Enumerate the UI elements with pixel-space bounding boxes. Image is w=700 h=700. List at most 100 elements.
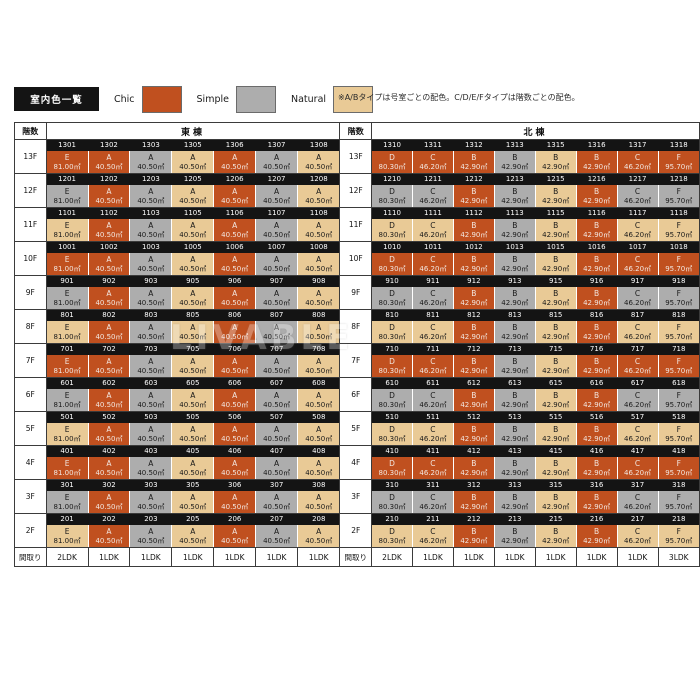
unit-cell[interactable]: F 95.70㎡: [658, 525, 699, 548]
unit-cell[interactable]: B 42.90㎡: [576, 423, 618, 446]
unit-cell[interactable]: D 80.30㎡: [371, 389, 413, 412]
unit-cell[interactable]: B 42.90㎡: [535, 151, 577, 174]
unit-cell[interactable]: C 46.20㎡: [412, 525, 454, 548]
unit-cell[interactable]: A 40.50㎡: [88, 355, 131, 378]
unit-cell[interactable]: E 81.00㎡: [46, 457, 89, 480]
unit-cell[interactable]: E 81.00㎡: [46, 287, 89, 310]
unit-cell[interactable]: A 40.50㎡: [213, 321, 257, 344]
unit-cell[interactable]: B 42.90㎡: [494, 321, 536, 344]
unit-cell[interactable]: B 42.90㎡: [453, 287, 495, 310]
unit-cell[interactable]: A 40.50㎡: [255, 525, 299, 548]
unit-cell[interactable]: B 42.90㎡: [494, 355, 536, 378]
unit-cell[interactable]: B 42.90㎡: [453, 423, 495, 446]
unit-cell[interactable]: A 40.50㎡: [129, 321, 173, 344]
unit-cell[interactable]: E 81.00㎡: [46, 423, 89, 446]
unit-cell[interactable]: B 42.90㎡: [535, 185, 577, 208]
unit-cell[interactable]: A 40.50㎡: [213, 389, 257, 412]
unit-cell[interactable]: A 40.50㎡: [171, 287, 215, 310]
unit-cell[interactable]: B 42.90㎡: [576, 253, 618, 276]
unit-cell[interactable]: B 42.90㎡: [453, 525, 495, 548]
unit-cell[interactable]: A 40.50㎡: [255, 321, 299, 344]
unit-cell[interactable]: A 40.50㎡: [129, 525, 173, 548]
unit-cell[interactable]: E 81.00㎡: [46, 151, 89, 174]
unit-cell[interactable]: F 95.70㎡: [658, 423, 699, 446]
unit-cell[interactable]: F 95.70㎡: [658, 151, 699, 174]
unit-cell[interactable]: D 80.30㎡: [371, 219, 413, 242]
unit-cell[interactable]: E 81.00㎡: [46, 389, 89, 412]
unit-cell[interactable]: B 42.90㎡: [535, 389, 577, 412]
unit-cell[interactable]: B 42.90㎡: [576, 287, 618, 310]
unit-cell[interactable]: A 40.50㎡: [171, 491, 215, 514]
unit-cell[interactable]: D 80.30㎡: [371, 321, 413, 344]
unit-cell[interactable]: F 95.70㎡: [658, 321, 699, 344]
unit-cell[interactable]: A 40.50㎡: [255, 185, 299, 208]
unit-cell[interactable]: A 40.50㎡: [213, 423, 257, 446]
unit-cell[interactable]: A 40.50㎡: [297, 185, 340, 208]
unit-cell[interactable]: A 40.50㎡: [297, 253, 340, 276]
unit-cell[interactable]: F 95.70㎡: [658, 287, 699, 310]
unit-cell[interactable]: C 46.20㎡: [412, 287, 454, 310]
unit-cell[interactable]: A 40.50㎡: [213, 491, 257, 514]
unit-cell[interactable]: A 40.50㎡: [297, 355, 340, 378]
unit-cell[interactable]: B 42.90㎡: [535, 457, 577, 480]
unit-cell[interactable]: A 40.50㎡: [297, 389, 340, 412]
unit-cell[interactable]: F 95.70㎡: [658, 491, 699, 514]
unit-cell[interactable]: E 81.00㎡: [46, 253, 89, 276]
unit-cell[interactable]: B 42.90㎡: [576, 219, 618, 242]
unit-cell[interactable]: A 40.50㎡: [88, 389, 131, 412]
unit-cell[interactable]: C 46.20㎡: [412, 219, 454, 242]
unit-cell[interactable]: B 42.90㎡: [535, 491, 577, 514]
unit-cell[interactable]: A 40.50㎡: [213, 219, 257, 242]
unit-cell[interactable]: B 42.90㎡: [453, 185, 495, 208]
unit-cell[interactable]: B 42.90㎡: [494, 389, 536, 412]
unit-cell[interactable]: A 40.50㎡: [129, 287, 173, 310]
unit-cell[interactable]: F 95.70㎡: [658, 355, 699, 378]
unit-cell[interactable]: A 40.50㎡: [88, 151, 131, 174]
unit-cell[interactable]: B 42.90㎡: [535, 423, 577, 446]
unit-cell[interactable]: A 40.50㎡: [213, 525, 257, 548]
unit-cell[interactable]: A 40.50㎡: [255, 287, 299, 310]
unit-cell[interactable]: A 40.50㎡: [171, 219, 215, 242]
unit-cell[interactable]: A 40.50㎡: [213, 185, 257, 208]
unit-cell[interactable]: A 40.50㎡: [213, 287, 257, 310]
unit-cell[interactable]: A 40.50㎡: [171, 185, 215, 208]
unit-cell[interactable]: B 42.90㎡: [576, 185, 618, 208]
unit-cell[interactable]: A 40.50㎡: [129, 457, 173, 480]
unit-cell[interactable]: A 40.50㎡: [129, 389, 173, 412]
unit-cell[interactable]: A 40.50㎡: [129, 253, 173, 276]
unit-cell[interactable]: A 40.50㎡: [171, 355, 215, 378]
unit-cell[interactable]: A 40.50㎡: [213, 151, 257, 174]
unit-cell[interactable]: A 40.50㎡: [297, 151, 340, 174]
unit-cell[interactable]: A 40.50㎡: [88, 185, 131, 208]
unit-cell[interactable]: A 40.50㎡: [88, 457, 131, 480]
unit-cell[interactable]: B 42.90㎡: [453, 321, 495, 344]
unit-cell[interactable]: B 42.90㎡: [535, 287, 577, 310]
unit-cell[interactable]: D 80.30㎡: [371, 423, 413, 446]
unit-cell[interactable]: B 42.90㎡: [453, 151, 495, 174]
unit-cell[interactable]: B 42.90㎡: [494, 253, 536, 276]
unit-cell[interactable]: B 42.90㎡: [453, 389, 495, 412]
unit-cell[interactable]: D 80.30㎡: [371, 491, 413, 514]
unit-cell[interactable]: C 46.20㎡: [617, 525, 659, 548]
unit-cell[interactable]: A 40.50㎡: [255, 491, 299, 514]
unit-cell[interactable]: A 40.50㎡: [255, 151, 299, 174]
unit-cell[interactable]: A 40.50㎡: [255, 423, 299, 446]
unit-cell[interactable]: A 40.50㎡: [297, 525, 340, 548]
unit-cell[interactable]: C 46.20㎡: [617, 253, 659, 276]
unit-cell[interactable]: C 46.20㎡: [412, 151, 454, 174]
unit-cell[interactable]: B 42.90㎡: [576, 389, 618, 412]
unit-cell[interactable]: E 81.00㎡: [46, 219, 89, 242]
unit-cell[interactable]: A 40.50㎡: [297, 219, 340, 242]
unit-cell[interactable]: A 40.50㎡: [297, 287, 340, 310]
unit-cell[interactable]: A 40.50㎡: [88, 253, 131, 276]
unit-cell[interactable]: B 42.90㎡: [494, 491, 536, 514]
unit-cell[interactable]: A 40.50㎡: [129, 219, 173, 242]
unit-cell[interactable]: A 40.50㎡: [88, 423, 131, 446]
unit-cell[interactable]: A 40.50㎡: [297, 423, 340, 446]
unit-cell[interactable]: B 42.90㎡: [576, 321, 618, 344]
unit-cell[interactable]: E 81.00㎡: [46, 185, 89, 208]
unit-cell[interactable]: B 42.90㎡: [535, 525, 577, 548]
unit-cell[interactable]: A 40.50㎡: [171, 389, 215, 412]
unit-cell[interactable]: E 81.00㎡: [46, 525, 89, 548]
unit-cell[interactable]: C 46.20㎡: [617, 185, 659, 208]
